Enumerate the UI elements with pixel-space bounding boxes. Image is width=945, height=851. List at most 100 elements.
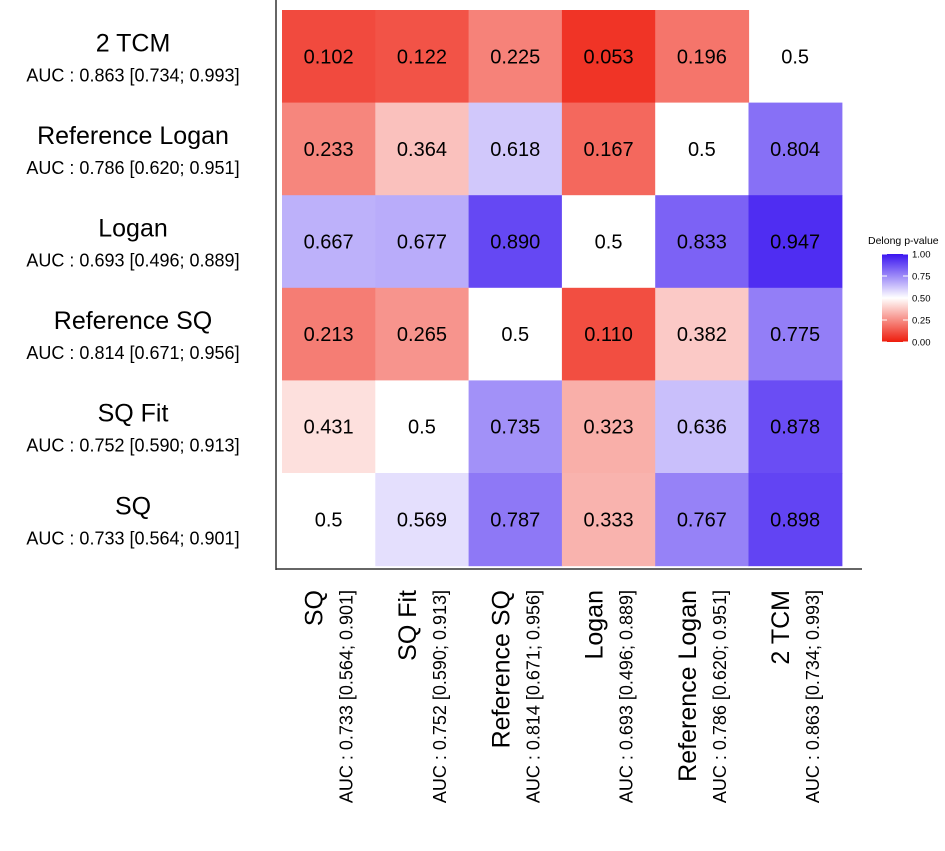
- heatmap-cell: [748, 287, 843, 381]
- legend-tick-label: 1.00: [912, 250, 931, 261]
- y-tick-label-auc: AUC : 0.786 [0.620; 0.951]: [26, 158, 239, 178]
- cell-value-label: 0.5: [781, 46, 809, 68]
- y-tick-label-name: SQ: [115, 492, 151, 520]
- cell-value-label: 0.225: [490, 46, 540, 68]
- cell-value-label: 0.196: [677, 46, 727, 68]
- heatmap-cell: [655, 102, 750, 196]
- heatmap-cell: [655, 473, 750, 567]
- heatmap-cell: [655, 380, 750, 474]
- heatmap-cell: [468, 287, 563, 381]
- y-tick-label-name: Reference Logan: [37, 122, 229, 150]
- heatmap-cell: [282, 10, 376, 104]
- legend-tick-label: 0.00: [912, 338, 931, 349]
- x-tick-label-name: 2 TCM: [767, 590, 795, 665]
- cell-value-label: 0.890: [490, 232, 540, 254]
- legend-tick-label: 0.25: [912, 316, 931, 327]
- y-tick-label-name: 2 TCM: [96, 29, 171, 57]
- cell-value-label: 0.787: [490, 509, 540, 531]
- heatmap-cell: [468, 380, 563, 474]
- heatmap-cell: [282, 195, 376, 289]
- heatmap-cell: [748, 195, 843, 289]
- y-tick-label-name: SQ Fit: [98, 400, 169, 428]
- cell-value-label: 0.5: [501, 324, 529, 346]
- heatmap-cell: [561, 10, 656, 104]
- heatmap-cell: [655, 287, 750, 381]
- cell-value-label: 0.569: [397, 509, 447, 531]
- cell-value-label: 0.804: [770, 139, 820, 161]
- heatmap-cell: [561, 380, 656, 474]
- cell-value-label: 0.735: [490, 417, 540, 439]
- y-tick-label-auc: AUC : 0.863 [0.734; 0.993]: [26, 65, 239, 85]
- x-tick-label-name: SQ Fit: [394, 590, 422, 661]
- cell-value-label: 0.323: [584, 417, 634, 439]
- heatmap-cell: [748, 473, 843, 567]
- heatmap-cell: [375, 102, 470, 196]
- cell-value-label: 0.5: [315, 509, 343, 531]
- cell-value-label: 0.5: [408, 417, 436, 439]
- cell-value-label: 0.767: [677, 509, 727, 531]
- heatmap-cell: [748, 380, 843, 474]
- cell-value-label: 0.364: [397, 139, 447, 161]
- cell-value-label: 0.947: [770, 232, 820, 254]
- x-tick-label-name: Reference Logan: [674, 590, 702, 782]
- cell-value-label: 0.053: [584, 46, 634, 68]
- x-tick-label-auc: AUC : 0.733 [0.564; 0.901]: [337, 590, 357, 803]
- cell-value-label: 0.677: [397, 232, 447, 254]
- cell-value-label: 0.898: [770, 509, 820, 531]
- y-tick-label-auc: AUC : 0.752 [0.590; 0.913]: [26, 436, 239, 456]
- legend-title: Delong p-value: [868, 235, 939, 247]
- y-tick-label-auc: AUC : 0.693 [0.496; 0.889]: [26, 251, 239, 271]
- cell-value-label: 0.431: [304, 417, 354, 439]
- y-tick-label-name: Reference SQ: [54, 307, 212, 335]
- cell-value-label: 0.833: [677, 232, 727, 254]
- y-tick-label-name: Logan: [98, 215, 168, 243]
- cell-value-label: 0.265: [397, 324, 447, 346]
- x-tick-label-name: Logan: [581, 590, 609, 660]
- cell-value-label: 0.333: [584, 509, 634, 531]
- heatmap-cell: [561, 473, 656, 567]
- heatmap-cell: [282, 102, 376, 196]
- heatmap-cell: [561, 195, 656, 289]
- y-tick-label-auc: AUC : 0.733 [0.564; 0.901]: [26, 528, 239, 548]
- legend-tick-label: 0.50: [912, 294, 931, 305]
- x-tick-label-auc: AUC : 0.693 [0.496; 0.889]: [617, 590, 637, 803]
- heatmap-cell: [468, 473, 563, 567]
- heatmap-cell: [282, 287, 376, 381]
- cell-value-label: 0.102: [304, 46, 354, 68]
- cell-value-label: 0.110: [584, 324, 633, 346]
- heatmap-cell: [375, 195, 470, 289]
- heatmap-cell: [375, 10, 470, 104]
- x-tick-label-auc: AUC : 0.863 [0.734; 0.993]: [803, 590, 823, 803]
- heatmap-cell: [561, 102, 656, 196]
- cell-value-label: 0.618: [490, 139, 540, 161]
- heatmap-cell: [468, 195, 563, 289]
- cell-value-label: 0.382: [677, 324, 727, 346]
- cell-value-label: 0.5: [595, 232, 623, 254]
- cell-value-label: 0.5: [688, 139, 716, 161]
- x-tick-label-auc: AUC : 0.752 [0.590; 0.913]: [430, 590, 450, 803]
- cell-value-label: 0.213: [304, 324, 354, 346]
- x-tick-label-name: Reference SQ: [487, 590, 515, 748]
- heatmap-cell: [468, 10, 563, 104]
- heatmap-cell: [468, 102, 563, 196]
- heatmap-cell: [375, 380, 470, 474]
- heatmap-cell: [282, 380, 376, 474]
- heatmap-cell: [561, 287, 656, 381]
- cell-value-label: 0.167: [584, 139, 634, 161]
- heatmap-cell: [655, 10, 750, 104]
- x-tick-label-name: SQ: [301, 590, 329, 626]
- heatmap-cell: [748, 102, 843, 196]
- heatmap-cell: [282, 473, 376, 567]
- y-tick-label-auc: AUC : 0.814 [0.671; 0.956]: [26, 343, 239, 363]
- cell-value-label: 0.775: [770, 324, 820, 346]
- x-tick-label-auc: AUC : 0.786 [0.620; 0.951]: [710, 590, 730, 803]
- heatmap-cell: [655, 195, 750, 289]
- cell-value-label: 0.122: [397, 46, 447, 68]
- cell-value-label: 0.636: [677, 417, 727, 439]
- cell-value-label: 0.667: [304, 232, 354, 254]
- cell-value-label: 0.878: [770, 417, 820, 439]
- x-tick-label-auc: AUC : 0.814 [0.671; 0.956]: [523, 590, 543, 803]
- heatmap-cell: [375, 287, 470, 381]
- cell-value-label: 0.233: [304, 139, 354, 161]
